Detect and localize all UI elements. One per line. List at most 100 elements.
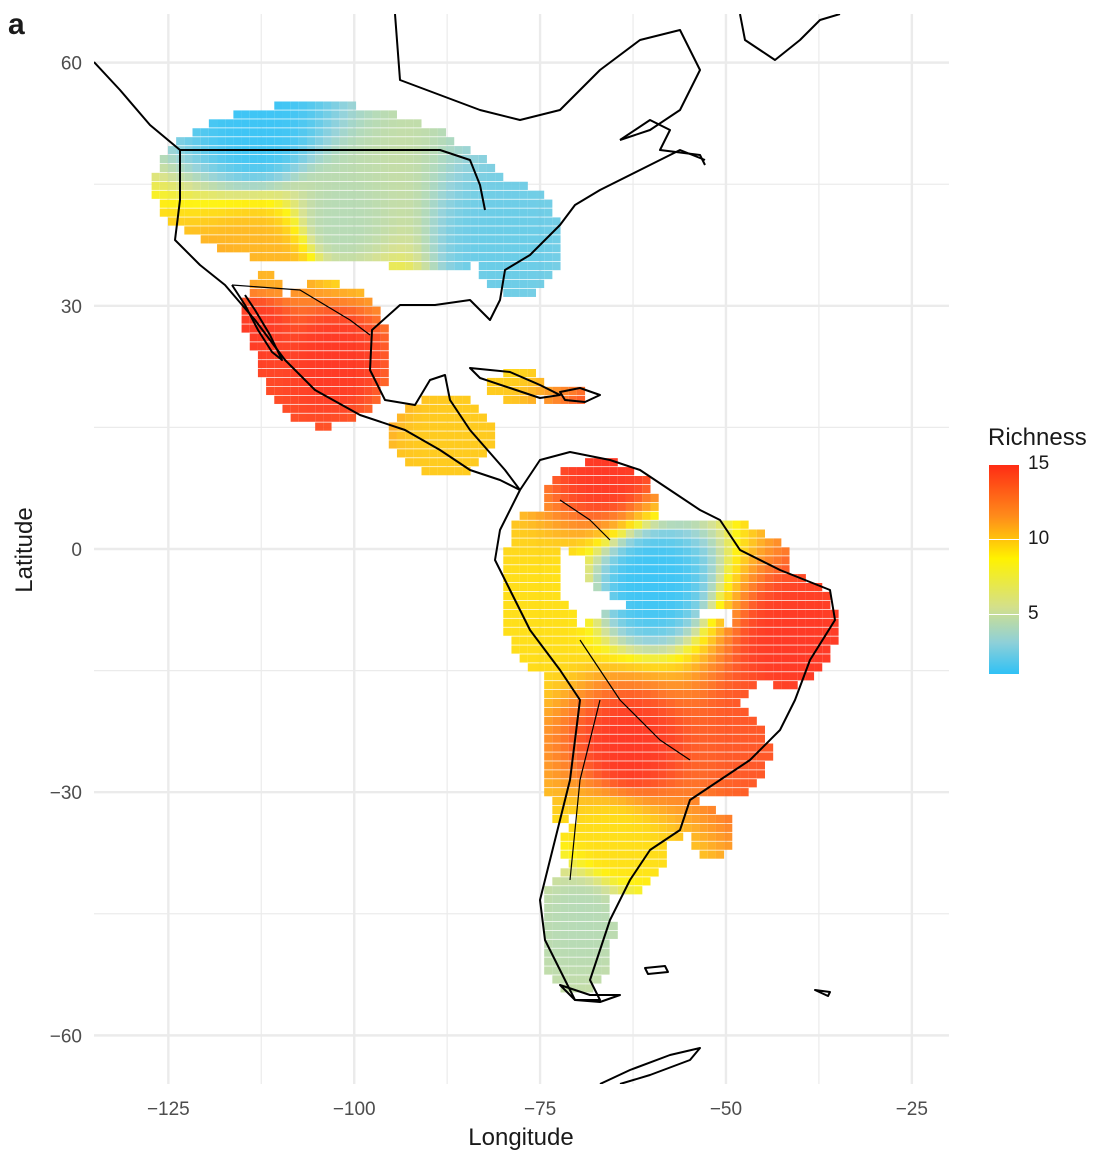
richness-cell bbox=[593, 627, 602, 636]
richness-cell bbox=[617, 761, 626, 770]
richness-cell bbox=[601, 859, 610, 868]
richness-cell bbox=[495, 181, 504, 190]
richness-cell bbox=[372, 128, 381, 137]
richness-cell bbox=[560, 716, 569, 725]
richness-cell bbox=[208, 137, 218, 146]
richness-cell bbox=[822, 618, 831, 627]
richness-cell bbox=[560, 805, 569, 815]
richness-cell bbox=[331, 119, 340, 128]
richness-cell bbox=[707, 645, 716, 654]
richness-cell bbox=[437, 440, 447, 449]
richness-cell bbox=[470, 163, 479, 173]
richness-cell bbox=[732, 538, 741, 547]
richness-cell bbox=[625, 591, 635, 601]
richness-cell bbox=[634, 868, 643, 877]
richness-cell bbox=[552, 475, 561, 485]
richness-cell bbox=[429, 190, 438, 199]
richness-cell bbox=[454, 431, 463, 440]
richness-cell bbox=[478, 181, 487, 190]
richness-cell bbox=[576, 975, 586, 984]
richness-cell bbox=[617, 529, 626, 538]
richness-cell bbox=[650, 770, 659, 779]
richness-cell bbox=[544, 199, 553, 208]
richness-cell bbox=[266, 235, 275, 244]
richness-cell bbox=[691, 529, 700, 538]
richness-cell bbox=[339, 119, 348, 128]
richness-cell bbox=[601, 832, 610, 841]
richness-cell bbox=[470, 217, 479, 226]
richness-cell bbox=[625, 467, 635, 476]
richness-cell bbox=[625, 770, 635, 779]
richness-cell bbox=[740, 636, 749, 645]
richness-cell bbox=[380, 154, 389, 164]
richness-cell bbox=[535, 208, 545, 217]
richness-cell bbox=[356, 208, 365, 217]
richness-cell bbox=[740, 538, 749, 547]
richness-cell bbox=[339, 128, 348, 137]
richness-cell bbox=[413, 413, 422, 422]
richness-cell bbox=[724, 547, 733, 556]
richness-cell bbox=[560, 681, 569, 690]
richness-cell bbox=[560, 520, 569, 529]
richness-cell bbox=[249, 119, 258, 128]
richness-cell bbox=[617, 805, 626, 815]
richness-cell bbox=[601, 734, 610, 743]
richness-cell bbox=[576, 930, 586, 939]
richness-cell bbox=[486, 199, 496, 208]
richness-cell bbox=[290, 217, 299, 226]
richness-cell bbox=[609, 582, 618, 592]
richness-cell bbox=[552, 386, 561, 396]
richness-cell bbox=[266, 377, 275, 387]
richness-cell bbox=[339, 288, 348, 297]
richness-cell bbox=[200, 217, 209, 226]
richness-cell bbox=[306, 154, 316, 164]
richness-cell bbox=[699, 663, 708, 672]
richness-cell bbox=[257, 244, 267, 253]
richness-cell bbox=[266, 306, 275, 315]
richness-cell bbox=[290, 342, 299, 351]
richness-cell bbox=[266, 253, 275, 262]
richness-cell bbox=[364, 217, 373, 226]
richness-cell bbox=[339, 199, 348, 208]
richness-cell bbox=[609, 636, 618, 645]
richness-cell bbox=[446, 440, 455, 449]
richness-cell bbox=[724, 779, 733, 788]
richness-cell bbox=[217, 119, 226, 128]
richness-cell bbox=[527, 520, 537, 529]
richness-cell bbox=[315, 119, 324, 128]
richness-cell bbox=[535, 663, 545, 672]
richness-cell bbox=[527, 190, 537, 199]
richness-cell bbox=[625, 681, 635, 690]
richness-cell bbox=[290, 101, 299, 110]
richness-cell bbox=[683, 627, 692, 636]
richness-cell bbox=[625, 520, 635, 529]
richness-cell bbox=[331, 137, 340, 146]
richness-cell bbox=[650, 600, 659, 610]
richness-cell bbox=[576, 663, 586, 672]
richness-cell bbox=[699, 788, 708, 797]
richness-cell bbox=[159, 181, 168, 190]
richness-cell bbox=[634, 752, 643, 761]
richness-cell bbox=[446, 253, 455, 262]
richness-cell bbox=[282, 137, 291, 146]
richness-cell bbox=[642, 734, 651, 743]
richness-cell bbox=[634, 832, 643, 841]
richness-cell bbox=[208, 235, 218, 244]
richness-cell bbox=[396, 431, 406, 440]
richness-cell bbox=[519, 208, 528, 217]
richness-cell bbox=[544, 912, 553, 922]
richness-cell bbox=[560, 868, 569, 877]
richness-cell bbox=[347, 226, 357, 235]
richness-cell bbox=[625, 707, 635, 717]
richness-cell bbox=[274, 297, 283, 306]
richness-cell bbox=[568, 681, 577, 690]
richness-cell bbox=[552, 770, 561, 779]
richness-cell bbox=[298, 351, 308, 360]
richness-cell bbox=[552, 609, 561, 618]
richness-cell bbox=[601, 502, 610, 511]
richness-cell bbox=[691, 814, 700, 824]
richness-legend: Richness 15 10 5 bbox=[988, 424, 1108, 684]
richness-cell bbox=[519, 600, 528, 610]
richness-cell bbox=[764, 574, 774, 583]
richness-cell bbox=[257, 128, 267, 137]
